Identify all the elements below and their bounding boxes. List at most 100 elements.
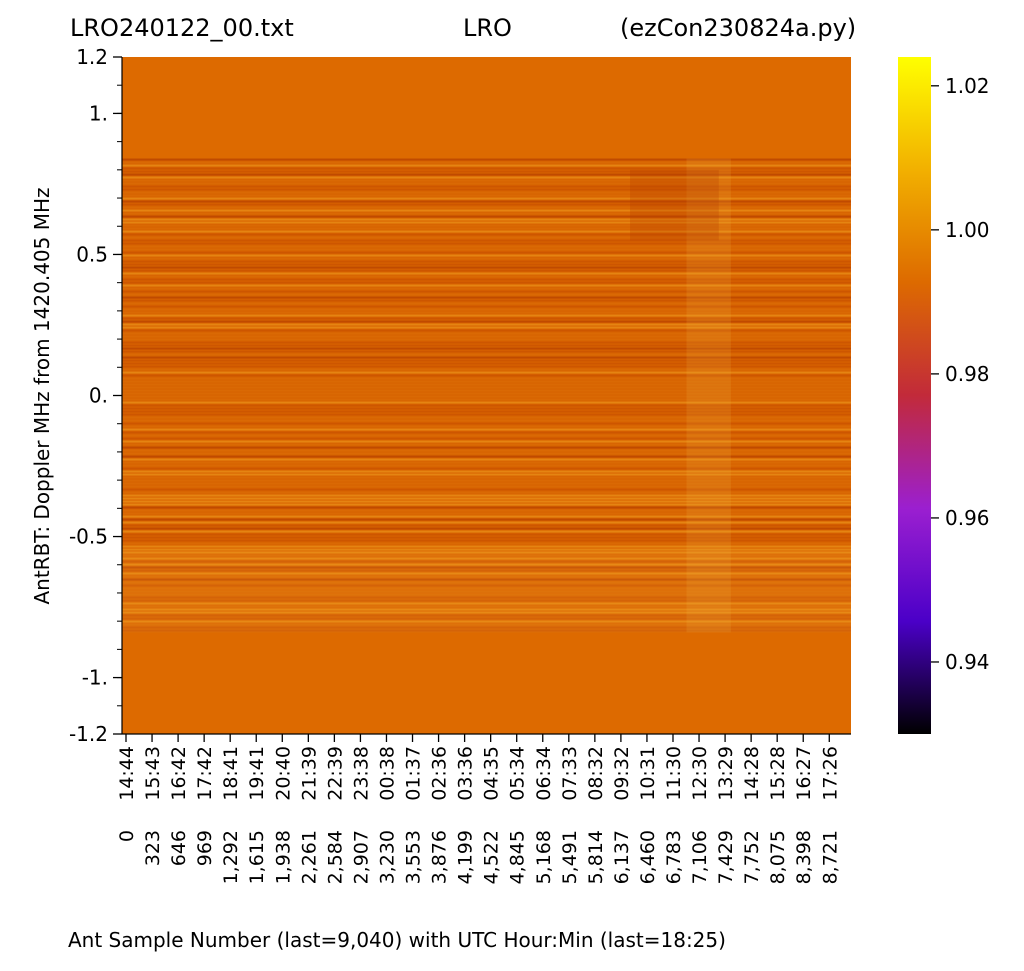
heatmap-stripe bbox=[122, 257, 851, 260]
heatmap-stripe bbox=[122, 287, 851, 290]
heatmap-stripe bbox=[122, 386, 851, 389]
x-tick-label-sample: 6,783 bbox=[663, 830, 685, 884]
x-tick-label-sample: 3,230 bbox=[376, 830, 398, 884]
heatmap-stripe bbox=[122, 449, 851, 452]
x-tick-label-sample: 6,460 bbox=[637, 830, 659, 884]
x-tick-label-time: 21:39 bbox=[298, 746, 320, 801]
y-tick-label: -1. bbox=[82, 666, 108, 690]
x-tick-label-sample: 3,553 bbox=[403, 830, 425, 884]
x-tick-label-time: 05:34 bbox=[507, 746, 529, 801]
heatmap-stripe bbox=[122, 239, 851, 242]
x-tick-label-group: 1,292 18:41 bbox=[220, 746, 242, 884]
heatmap-stripe bbox=[122, 218, 851, 221]
heatmap-stripe bbox=[122, 302, 851, 305]
heatmap-stripe bbox=[122, 602, 851, 605]
x-tick-label-time: 16:27 bbox=[793, 746, 815, 801]
colorbar-tick-label: 0.96 bbox=[945, 506, 990, 530]
heatmap-stripe bbox=[122, 506, 851, 509]
heatmap-stripe bbox=[122, 356, 851, 359]
heatmap-stripe bbox=[122, 395, 851, 398]
heatmap-stripe bbox=[122, 398, 851, 401]
heatmap-stripe bbox=[122, 200, 851, 203]
x-tick-label-time: 23:38 bbox=[350, 746, 372, 801]
heatmap-stripe bbox=[122, 377, 851, 380]
heatmap-stripe bbox=[122, 425, 851, 428]
x-tick-label-sample: 7,429 bbox=[715, 830, 737, 884]
heatmap-stripe bbox=[122, 587, 851, 590]
heatmap-stripe bbox=[122, 620, 851, 623]
title-observatory: LRO bbox=[463, 14, 512, 42]
colorbar-tick-label: 0.94 bbox=[945, 650, 990, 674]
x-tick-label-sample: 2,261 bbox=[298, 830, 320, 884]
heatmap-stripe bbox=[122, 236, 851, 239]
x-tick-label-time: 08:32 bbox=[585, 746, 607, 801]
heatmap-stripe bbox=[122, 440, 851, 443]
heatmap-dark-patch bbox=[630, 169, 719, 241]
heatmap-stripe bbox=[122, 563, 851, 566]
heatmap-stripe bbox=[122, 422, 851, 425]
heatmap-stripe bbox=[122, 350, 851, 353]
heatmap-stripe bbox=[122, 554, 851, 557]
heatmap-stripe bbox=[122, 539, 851, 542]
x-tick-label-group: 7,106 12:30 bbox=[689, 746, 711, 884]
heatmap-stripe bbox=[122, 233, 851, 236]
heatmap-stripe bbox=[122, 311, 851, 314]
heatmap-stripe bbox=[122, 197, 851, 200]
heatmap-stripe bbox=[122, 629, 851, 632]
heatmap-stripe bbox=[122, 332, 851, 335]
x-tick-label-group: 7,752 14:28 bbox=[741, 746, 763, 884]
heatmap-stripe bbox=[122, 575, 851, 578]
heatmap-stripe bbox=[122, 581, 851, 584]
heatmap-stripe bbox=[122, 365, 851, 368]
x-tick-label-time: 18:41 bbox=[220, 746, 242, 801]
x-tick-label-sample: 7,106 bbox=[689, 830, 711, 884]
heatmap-stripe bbox=[122, 212, 851, 215]
x-tick-label-group: 5,168 06:34 bbox=[533, 746, 555, 884]
heatmap-stripe bbox=[122, 410, 851, 413]
x-tick-label-sample: 5,491 bbox=[559, 830, 581, 884]
x-tick-label-sample: 4,199 bbox=[455, 830, 477, 884]
heatmap-stripe bbox=[122, 161, 851, 164]
heatmap-stripe bbox=[122, 458, 851, 461]
x-tick-label-group: 3,553 01:37 bbox=[403, 746, 425, 884]
x-tick-label-group: 2,584 22:39 bbox=[324, 746, 346, 884]
y-axis: 1.2 1. 0.5 0. -0.5 -1. -1.2 bbox=[69, 45, 123, 746]
heatmap-stripe bbox=[122, 533, 851, 536]
y-axis-label: AntRBT: Doppler MHz from 1420.405 MHz bbox=[30, 187, 54, 605]
x-tick-label-group: 646 16:42 bbox=[168, 746, 190, 866]
heatmap-stripe bbox=[122, 452, 851, 455]
x-tick-label-group: 6,783 11:30 bbox=[663, 746, 685, 884]
x-tick-label-group: 3,876 02:36 bbox=[429, 746, 451, 884]
heatmap-bright-column bbox=[686, 158, 731, 633]
heatmap-stripe bbox=[122, 260, 851, 263]
x-tick-label-sample: 1,615 bbox=[246, 830, 268, 884]
heatmap-stripe bbox=[122, 509, 851, 512]
x-tick-label-time: 02:36 bbox=[429, 746, 451, 801]
colorbar-tick-label: 1.02 bbox=[945, 74, 990, 98]
heatmap-stripe bbox=[122, 515, 851, 518]
heatmap-stripe bbox=[122, 584, 851, 587]
heatmap-stripe bbox=[122, 593, 851, 596]
heatmap-stripe bbox=[122, 176, 851, 179]
x-tick-label-time: 14:28 bbox=[741, 746, 763, 801]
x-tick-label-sample: 969 bbox=[194, 830, 216, 866]
heatmap-stripe bbox=[122, 248, 851, 251]
title-script: (ezCon230824a.py) bbox=[620, 14, 857, 42]
heatmap-stripe bbox=[122, 182, 851, 185]
heatmap-stripe bbox=[122, 284, 851, 287]
heatmap-stripe bbox=[122, 536, 851, 539]
heatmap-stripe bbox=[122, 203, 851, 206]
x-tick-label-time: 15:43 bbox=[142, 746, 164, 801]
x-tick-label-time: 00:38 bbox=[376, 746, 398, 801]
heatmap-stripe bbox=[122, 428, 851, 431]
heatmap-stripe bbox=[122, 455, 851, 458]
x-tick-label-group: 0 14:44 bbox=[116, 746, 138, 842]
heatmap-stripe bbox=[122, 209, 851, 212]
heatmap-stripe bbox=[122, 404, 851, 407]
x-tick-label-time: 16:42 bbox=[168, 746, 190, 801]
x-tick-label-time: 17:26 bbox=[819, 746, 841, 801]
heatmap-stripe bbox=[122, 530, 851, 533]
x-tick-label-time: 10:31 bbox=[637, 746, 659, 801]
heatmap-stripe bbox=[122, 170, 851, 173]
